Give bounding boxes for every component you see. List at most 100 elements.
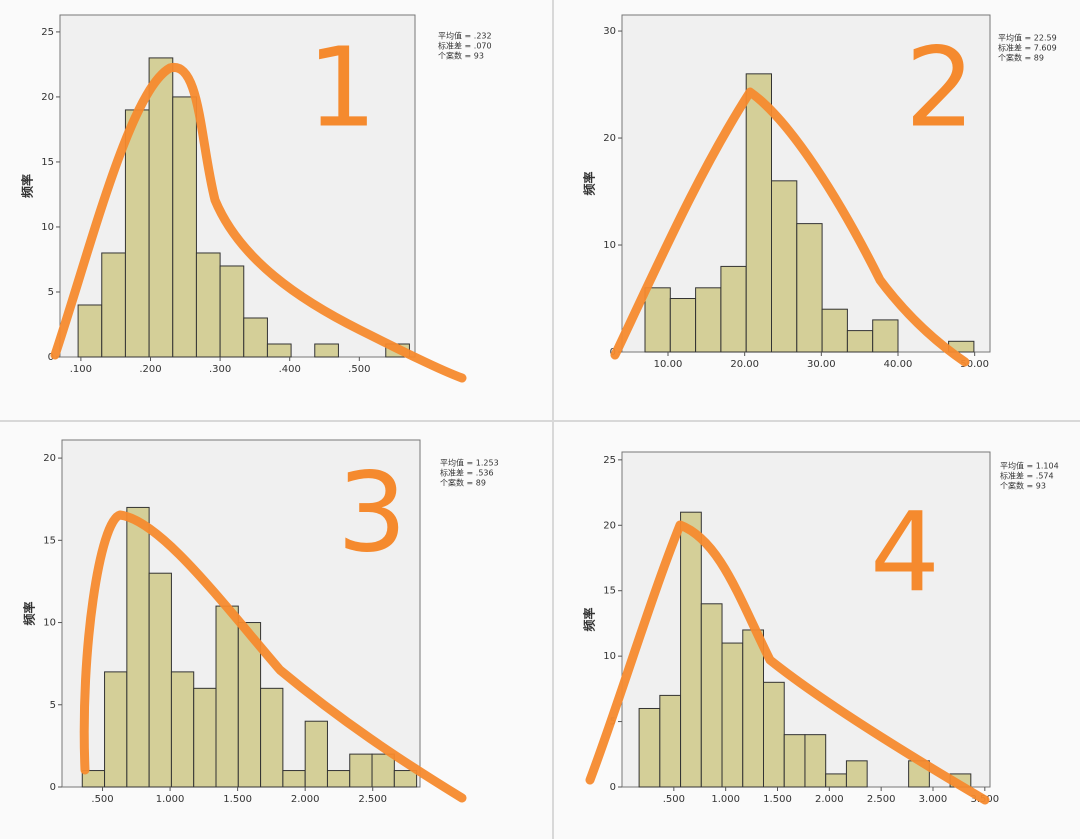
hand-curve xyxy=(610,87,970,367)
bar xyxy=(243,317,268,358)
x-tick-label: 10.00 xyxy=(654,359,683,370)
x-tick-label: 2.500 xyxy=(867,794,896,805)
x-tick-label: 1.500 xyxy=(763,794,792,805)
histogram-panel: 0 5 10 15 20 .500 1.000 1.500 2.000 2.500 频率 平均值 = … xyxy=(22,439,499,805)
bar xyxy=(349,753,373,788)
y-tick-label: 10 xyxy=(41,222,54,233)
bar xyxy=(371,753,395,788)
y-tick-label: 0 xyxy=(50,782,56,793)
y-axis-label: 频率 xyxy=(20,174,35,198)
bar xyxy=(669,298,697,353)
bar xyxy=(266,343,292,358)
bar xyxy=(659,694,682,788)
stat-line: 标准差 = .574 xyxy=(1000,471,1054,481)
y-tick-label: 25 xyxy=(41,27,54,38)
stat-line: 平均值 = .232 xyxy=(438,31,492,41)
x-tick-label: .300 xyxy=(209,364,231,375)
bar xyxy=(745,73,773,353)
bar xyxy=(393,770,418,788)
bar xyxy=(170,671,195,788)
y-tick-label: 20 xyxy=(41,92,54,103)
x-tick-label: 40.00 xyxy=(884,359,913,370)
y-tick-label: 20 xyxy=(603,133,616,144)
bar xyxy=(126,506,150,788)
y-tick-label: 0 xyxy=(610,782,616,793)
bar xyxy=(260,687,284,788)
x-tick-label: 3.000 xyxy=(919,794,948,805)
y-tick-label: 30 xyxy=(603,26,616,37)
stat-line: 个案数 = 89 xyxy=(440,478,486,488)
bar xyxy=(314,343,339,358)
bar xyxy=(771,180,798,353)
bar xyxy=(104,671,128,788)
x-tick-label: 1.500 xyxy=(223,794,252,805)
y-tick-label: 25 xyxy=(603,455,616,466)
bar xyxy=(762,681,785,788)
x-tick-label: .400 xyxy=(279,364,301,375)
y-tick-label: 5 xyxy=(50,700,56,711)
y-tick-label: 20 xyxy=(603,520,616,531)
x-tick-label: .500 xyxy=(348,364,370,375)
hand-curve xyxy=(585,520,990,805)
stat-line: 标准差 = 7.609 xyxy=(998,43,1057,53)
bar xyxy=(821,308,848,353)
x-tick-label: .500 xyxy=(91,794,113,805)
bar xyxy=(680,511,702,788)
hand-curve xyxy=(50,63,467,383)
bar xyxy=(195,252,221,358)
x-tick-label: 50.00 xyxy=(960,359,989,370)
bar xyxy=(148,57,174,358)
y-axis-label: 频率 xyxy=(22,601,37,625)
bar xyxy=(101,252,126,358)
y-tick-label: 10 xyxy=(603,240,616,251)
bar xyxy=(124,109,150,358)
bar xyxy=(219,265,245,358)
bar xyxy=(700,603,723,788)
bar xyxy=(783,734,806,788)
hand-annotation: 2 xyxy=(905,23,975,151)
bar xyxy=(326,770,351,788)
y-tick-label: 15 xyxy=(41,157,54,168)
hand-curve xyxy=(79,510,467,803)
x-tick-label: 30.00 xyxy=(807,359,836,370)
bar xyxy=(695,287,722,353)
bar xyxy=(720,265,747,353)
y-tick-label: 15 xyxy=(43,535,56,546)
stat-line: 个案数 = 89 xyxy=(998,53,1044,63)
x-tick-label: 2.000 xyxy=(815,794,844,805)
bar xyxy=(282,770,306,788)
y-tick-label: 10 xyxy=(43,618,56,629)
histogram-panel: 0 5 10 15 20 25 .100 .200 .300 .400 .500 频率 平均值 = .2… xyxy=(20,14,492,375)
y-axis-label: 频率 xyxy=(582,607,597,631)
x-tick-label: 1.000 xyxy=(711,794,740,805)
bar xyxy=(846,330,874,353)
bar xyxy=(644,287,671,353)
bar xyxy=(804,734,827,788)
bar xyxy=(77,304,103,358)
bar xyxy=(845,760,868,788)
x-tick-label: .500 xyxy=(663,794,685,805)
ink xyxy=(50,63,990,805)
hand-annotation: 4 xyxy=(870,488,940,616)
x-tick-label: .200 xyxy=(139,364,161,375)
stat-line: 平均值 = 1.104 xyxy=(1000,461,1059,471)
bar xyxy=(721,642,744,788)
stat-line: 平均值 = 22.59 xyxy=(998,33,1057,43)
bar xyxy=(638,707,661,788)
bar xyxy=(148,572,172,788)
x-tick-label: 2.500 xyxy=(358,794,387,805)
x-tick-label: 1.000 xyxy=(156,794,185,805)
y-tick-label: 20 xyxy=(43,453,56,464)
bar xyxy=(825,773,847,788)
bar xyxy=(215,605,239,788)
bar xyxy=(172,96,197,358)
bar xyxy=(193,687,217,788)
stat-line: 标准差 = .536 xyxy=(440,468,494,478)
y-axis-label: 频率 xyxy=(582,171,597,195)
y-tick-label: 5 xyxy=(48,287,54,298)
bar xyxy=(742,629,764,788)
stat-line: 个案数 = 93 xyxy=(438,51,484,61)
